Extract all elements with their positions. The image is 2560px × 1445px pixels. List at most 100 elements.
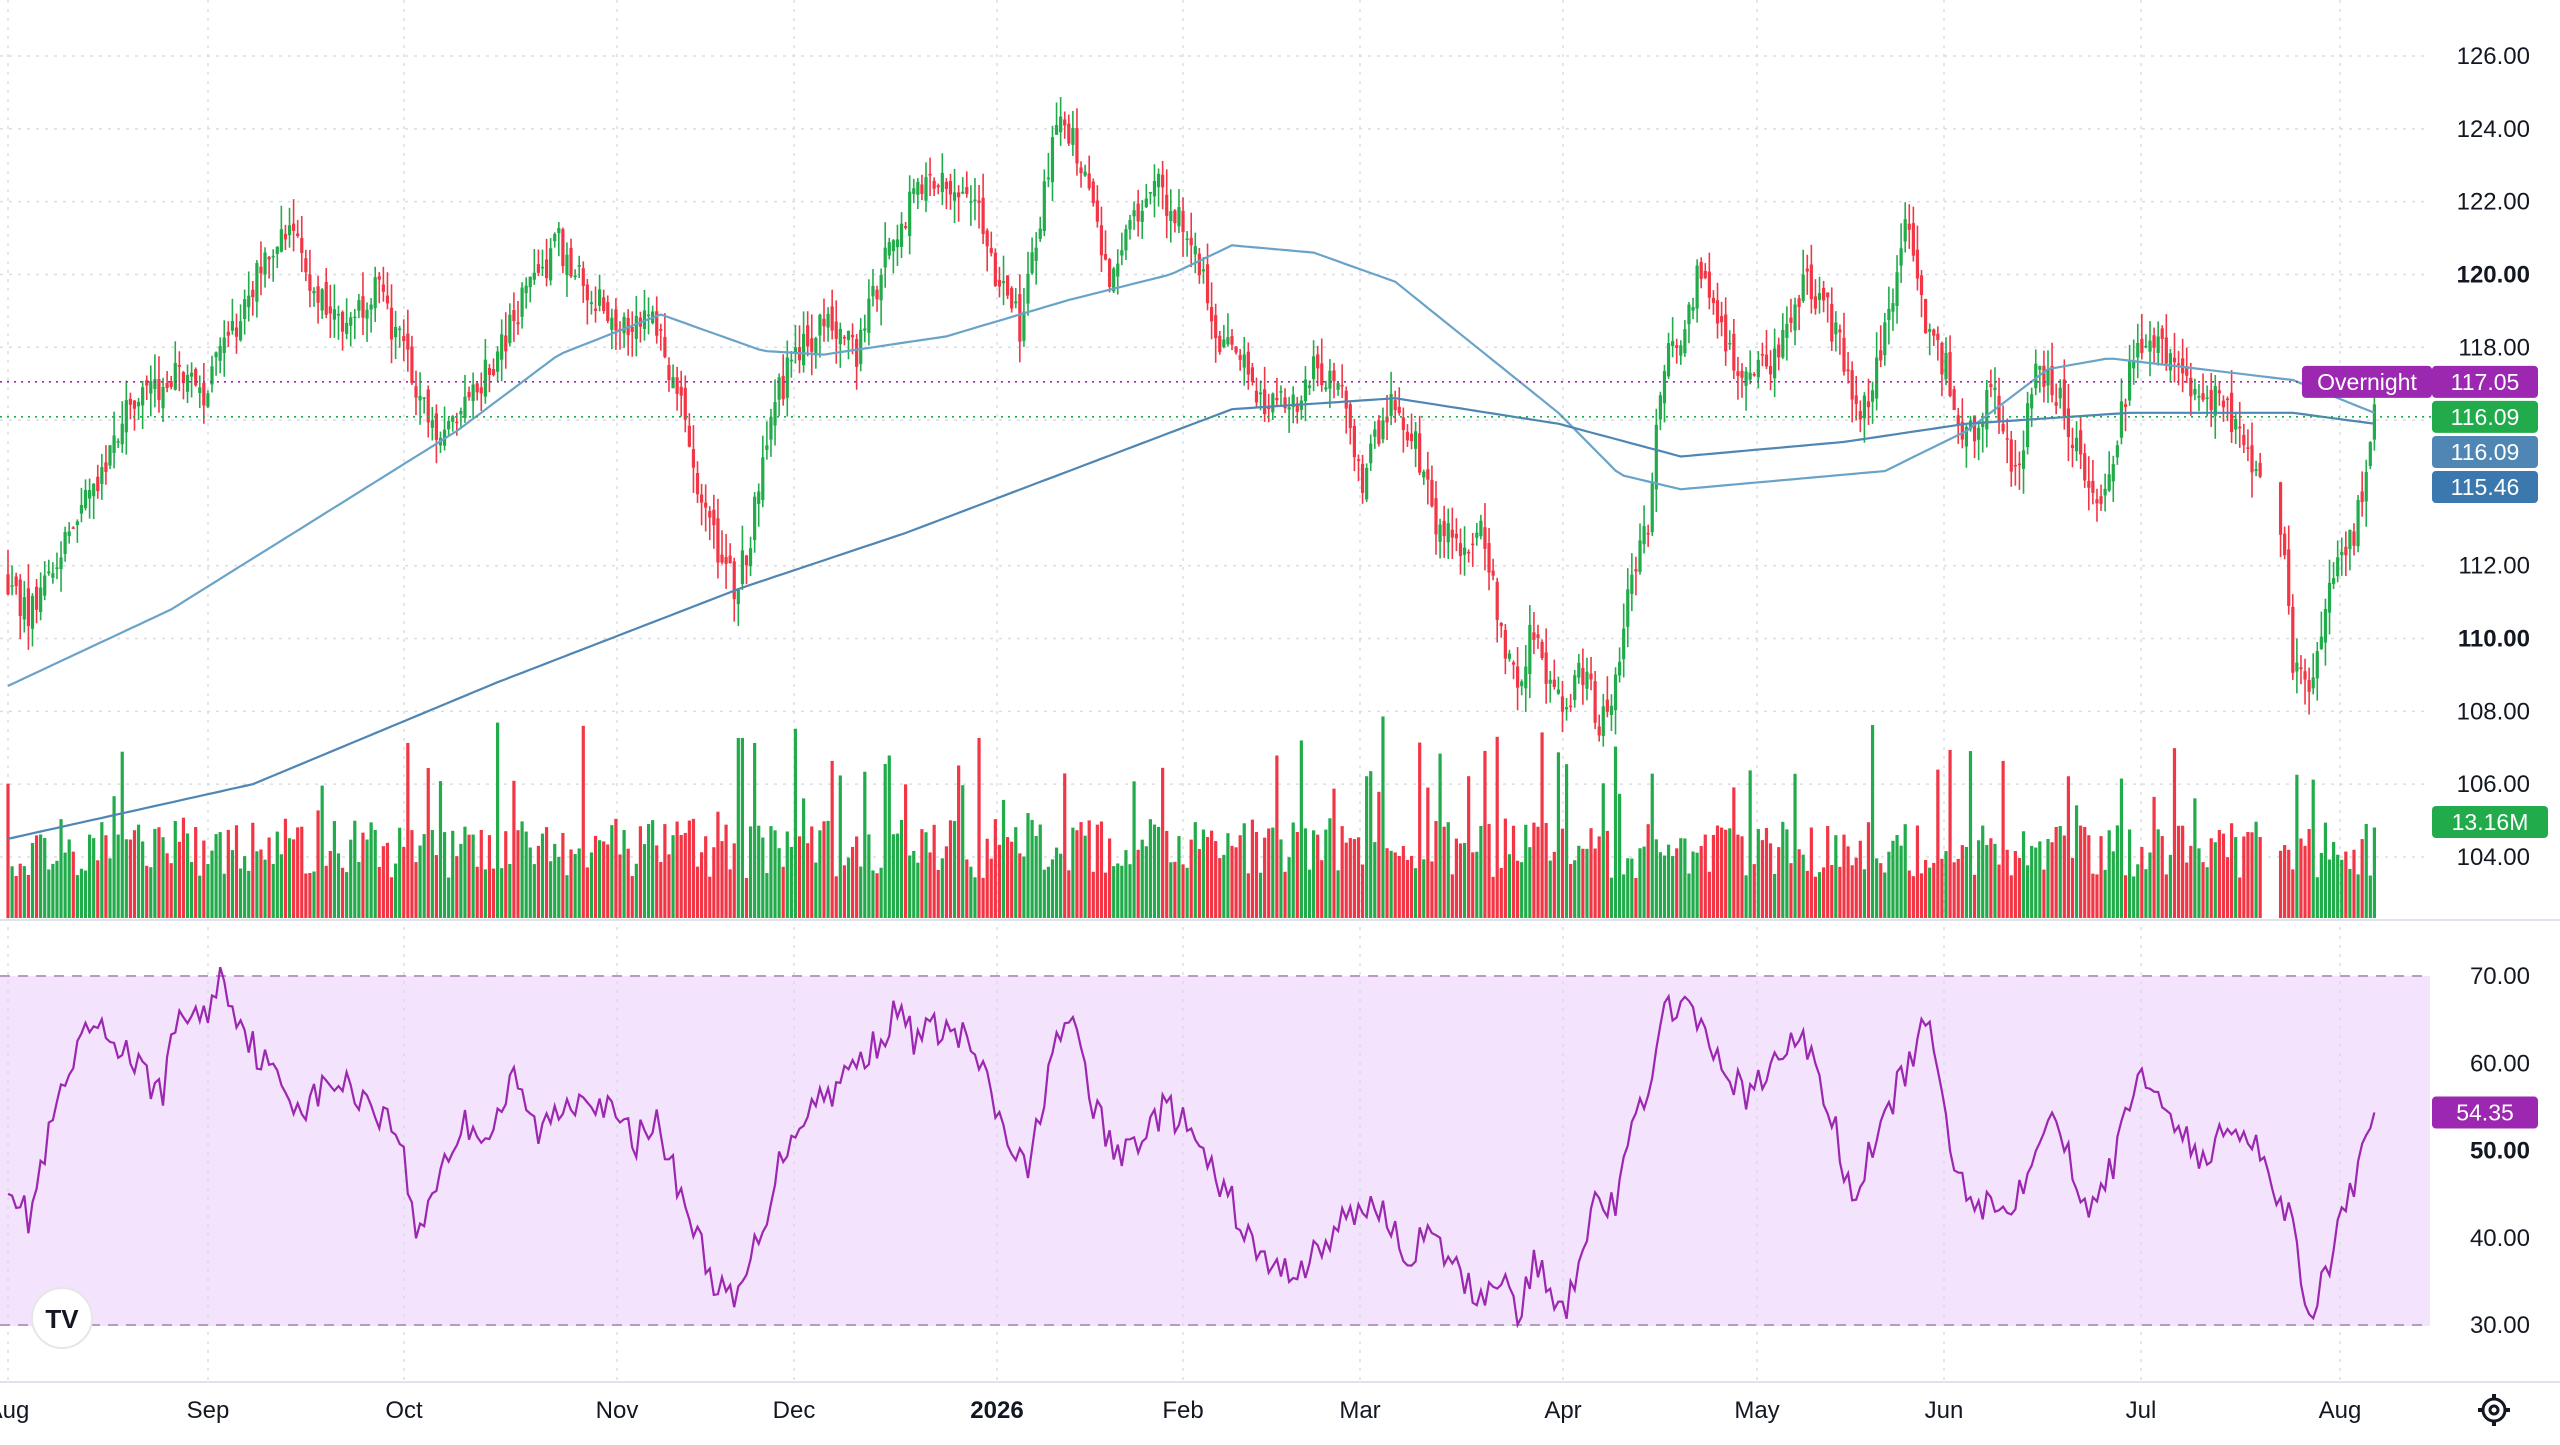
volume-bar [296,827,300,918]
volume-bar [1426,787,1430,918]
volume-bar [1414,868,1418,918]
price-tick-label: 124.00 [2457,116,2530,143]
candle-body [1381,420,1385,440]
candle-body [1895,272,1899,306]
candle-body [1691,306,1695,311]
candle-body [736,589,740,605]
volume-bar [1112,866,1116,918]
volume-bar [557,856,561,918]
volume-bar [585,867,589,918]
candle-body [646,314,651,317]
candle-body [1042,181,1046,232]
candle-body [1544,652,1548,684]
volume-bar [2148,852,2152,918]
candle-body [1026,273,1030,304]
volume-bar [679,834,683,918]
volume-bar [1499,868,1503,918]
volume-bar [634,863,638,918]
candle-body [39,587,43,612]
candle-body [1434,498,1438,535]
candle-body [1764,354,1769,367]
candle-body [153,379,157,390]
candle-body [455,421,459,424]
candle-body [1193,246,1197,255]
candle-body [2352,531,2356,546]
volume-bar [1956,858,1960,918]
volume-bar [2128,829,2132,918]
volume-bar [957,765,961,918]
candle-body [161,386,165,409]
candle-body [1458,543,1463,557]
volume-bar [88,834,92,918]
candles[interactable] [6,97,2376,747]
volume-bar [932,824,936,918]
volume-bar [124,839,128,918]
volume-bar [593,835,598,918]
volume-bar [2050,842,2054,918]
candle-body [320,289,324,311]
candle-body [51,573,55,578]
volume-bar [2315,877,2319,918]
volume-bar [1442,826,1446,918]
candle-body [593,308,598,311]
volume-bar [663,824,667,918]
candle-body [1226,337,1230,345]
candle-body [712,509,716,526]
candle-body [687,425,691,447]
volume-bar [1785,829,1789,918]
candle-body [79,505,84,514]
candle-body [491,368,496,376]
volume-bar [1177,836,1181,918]
candle-body [508,314,512,344]
candle-body [1234,346,1238,353]
candle-body [1083,171,1087,176]
candle-body [708,511,712,518]
candle-body [1532,632,1536,640]
candle-body [1116,263,1120,277]
gear-icon[interactable] [2478,1394,2510,1426]
candle-body [1609,705,1614,715]
volume-bar [1577,845,1581,918]
candle-body [1148,192,1152,194]
volume-bar [1781,821,1785,918]
candle-body [479,387,483,394]
volume-bar [116,834,120,918]
candle-body [504,335,508,352]
candle-body [255,263,259,302]
volume-bar [1087,820,1091,918]
tradingview-logo[interactable]: TV [31,1287,93,1349]
volume-bar [1401,846,1405,918]
volume-bar [1813,876,1818,918]
candle-body [467,391,471,398]
candle-body [2295,662,2299,672]
volume-bar [2091,873,2095,918]
candle-body [2095,499,2099,504]
volume-bar [1544,822,1548,918]
svg-text:Overnight: Overnight [2317,369,2417,395]
volume-bar [1732,787,1736,918]
volume-bar [51,863,55,918]
candle-body [1136,203,1140,222]
volume-bar [1491,876,1495,918]
volume-bar [2095,874,2099,918]
volume-bar [2087,835,2091,918]
volume-bar [1842,834,1846,918]
volume-bar [1866,822,1871,918]
candle-body [1275,397,1279,401]
candle-body [2140,338,2144,353]
svg-text:116.09: 116.09 [2451,404,2520,430]
volume-bar [863,771,867,918]
volume-bar [1940,858,1944,918]
volume-bar [1161,767,1165,918]
candle-body [1279,391,1283,393]
volume-bar [479,829,483,918]
candle-body [389,307,394,340]
volume-bar [1826,825,1830,918]
volume-bar [1720,827,1724,918]
volume-bar [732,843,736,918]
volume-bar [1316,834,1320,918]
volume-bar [1238,835,1242,918]
candle-body [1585,671,1589,689]
